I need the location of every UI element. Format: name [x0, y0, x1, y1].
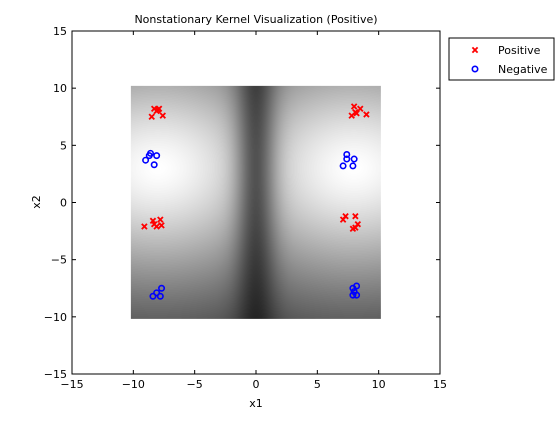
y-tick-label: 15 — [53, 25, 67, 38]
positive-point — [150, 220, 158, 228]
y-tick-label: 5 — [60, 139, 67, 152]
positive-point — [352, 212, 359, 220]
negative-point — [349, 162, 357, 170]
negative-point — [142, 156, 150, 164]
plot-frame — [71, 30, 441, 375]
y-tick-label: −5 — [51, 254, 67, 267]
positive-point — [159, 112, 167, 119]
positive-point — [148, 113, 155, 120]
x-tick-label: 15 — [433, 378, 447, 391]
negative-point — [145, 152, 153, 160]
legend-marker-positive — [471, 46, 479, 54]
x-tick-label: −15 — [60, 378, 83, 391]
positive-point — [158, 222, 165, 229]
chart-title: Nonstationary Kernel Visualization (Posi… — [134, 13, 377, 26]
x-axis-label: x1 — [249, 397, 263, 410]
x-tick-label: −5 — [187, 378, 203, 391]
positive-point — [157, 216, 164, 223]
legend: Positive Negative — [448, 37, 555, 81]
negative-point — [158, 284, 166, 292]
legend-box — [448, 37, 555, 81]
data-points — [141, 103, 370, 300]
negative-point — [350, 288, 358, 296]
positive-point — [342, 212, 349, 220]
positive-point — [154, 106, 162, 114]
x-tick-label: 0 — [253, 378, 260, 391]
positive-point — [363, 111, 370, 118]
negative-point — [343, 155, 351, 163]
negative-point — [353, 282, 361, 290]
legend-label-positive: Positive — [498, 44, 541, 57]
legend-marker-negative — [471, 65, 479, 73]
y-tick-label: 0 — [60, 197, 67, 210]
negative-point — [349, 291, 357, 299]
negative-point — [149, 292, 157, 300]
negative-point — [150, 161, 158, 169]
legend-label-negative: Negative — [498, 63, 548, 76]
x-tick-label: 5 — [314, 378, 321, 391]
x-tick-label: −10 — [122, 378, 145, 391]
y-tick-label: −15 — [44, 368, 67, 381]
positive-point — [141, 223, 148, 230]
positive-point — [352, 224, 359, 231]
y-tick-label: −10 — [44, 311, 67, 324]
axis-ticks: −15 −10 −5 0 5 10 15 −15 −10 −5 0 5 10 15 — [44, 25, 447, 391]
negative-point — [339, 162, 347, 170]
negative-point — [153, 152, 161, 160]
y-axis-label: x2 — [30, 195, 43, 209]
x-tick-label: 10 — [372, 378, 386, 391]
heatmap-image — [130, 85, 381, 319]
y-tick-label: 10 — [53, 82, 67, 95]
positive-point — [350, 103, 358, 110]
negative-point — [156, 292, 164, 300]
negative-point — [153, 289, 161, 297]
positive-point — [352, 108, 359, 116]
negative-point — [350, 155, 358, 163]
negative-point — [343, 150, 351, 158]
